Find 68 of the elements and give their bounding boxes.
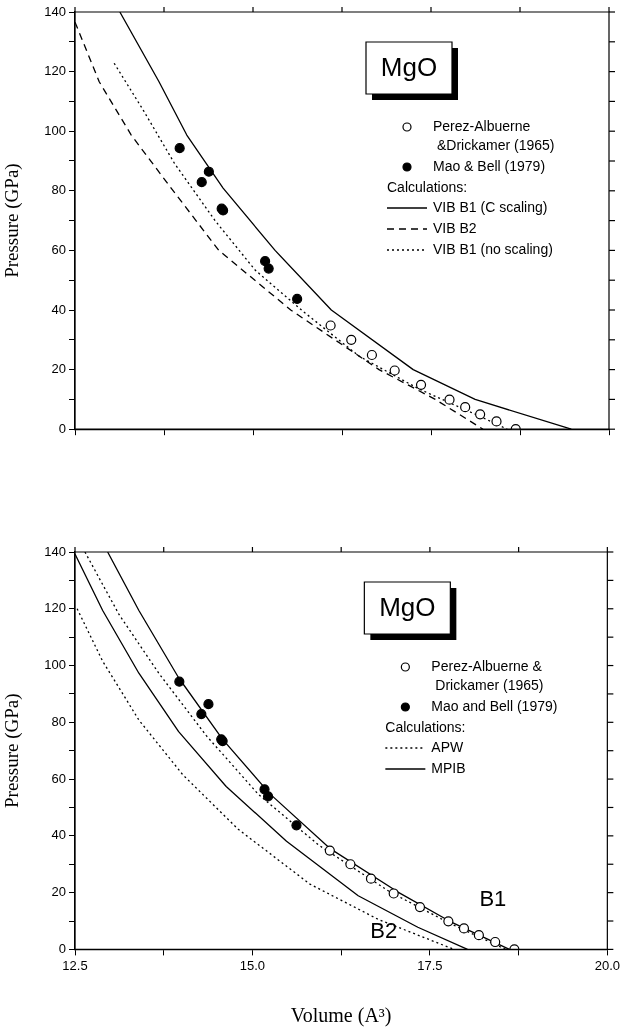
legend-label: VIB B1 (C scaling) xyxy=(433,198,548,215)
y-tick-label: 100 xyxy=(44,122,66,138)
annotation: Calculations: xyxy=(385,718,466,735)
point xyxy=(389,365,400,376)
point xyxy=(196,708,207,720)
point xyxy=(174,676,185,687)
legend-label: APW xyxy=(431,738,465,755)
y-tick-label: 120 xyxy=(44,600,66,616)
y-tick-label: 80 xyxy=(51,182,66,198)
y-tick-label: 40 xyxy=(51,301,66,317)
point xyxy=(414,902,426,913)
point xyxy=(262,791,274,802)
point xyxy=(324,845,335,856)
point xyxy=(203,166,214,177)
y-tick-label: 140 xyxy=(44,543,66,559)
point xyxy=(260,256,271,267)
point xyxy=(444,394,455,405)
point xyxy=(490,936,501,948)
text: MgO xyxy=(380,52,438,83)
y-tick-label: 0 xyxy=(58,940,66,956)
point xyxy=(345,859,356,870)
x-tick-label: 15.0 xyxy=(239,957,266,973)
annotation: B1 xyxy=(479,885,507,911)
x-tick-label: 17.5 xyxy=(417,957,443,973)
y-tick-label: 120 xyxy=(44,63,66,79)
point xyxy=(475,409,486,420)
y-tick-label: 40 xyxy=(51,827,66,843)
annotation: Calculations: xyxy=(387,178,468,195)
point xyxy=(388,888,399,899)
y-tick-label: 60 xyxy=(51,241,66,257)
point xyxy=(460,402,471,413)
point xyxy=(259,784,270,795)
point xyxy=(174,143,185,154)
y-tick-label: 20 xyxy=(51,884,66,900)
y-tick-label: 80 xyxy=(51,713,66,729)
point xyxy=(473,930,484,941)
point xyxy=(291,820,302,831)
x-tick-label: 20.0 xyxy=(594,957,621,973)
y-axis-title: Pressure (GPa) xyxy=(1,163,24,278)
legend-label: VIB B1 (no scaling) xyxy=(433,240,553,257)
y-tick-label: 60 xyxy=(51,770,66,786)
legend-label: Mao and Bell (1979) xyxy=(431,697,558,714)
y-tick-label: 100 xyxy=(44,657,66,673)
point xyxy=(196,177,207,188)
text: MgO xyxy=(379,592,436,623)
legend-label: Perez-Albuerne &Drickamer (1965) xyxy=(433,117,555,153)
legend-label: MPIB xyxy=(431,759,466,776)
point xyxy=(325,320,336,331)
point xyxy=(415,379,427,390)
point xyxy=(203,699,214,710)
annotation: B2 xyxy=(370,917,398,943)
legend-label: Perez-Albuerne & Drickamer (1965) xyxy=(431,657,544,693)
y-tick-label: 20 xyxy=(51,361,66,377)
y-tick-label: 140 xyxy=(44,3,66,19)
legend-label: Mao & Bell (1979) xyxy=(433,157,546,174)
y-tick-label: 0 xyxy=(58,420,66,436)
point xyxy=(491,416,502,427)
point xyxy=(366,349,377,361)
point xyxy=(458,923,470,934)
x-tick-label: 12.5 xyxy=(62,957,88,973)
point xyxy=(346,334,357,345)
x-axis-title: Volume (A³) xyxy=(290,1004,392,1028)
legend-label: VIB B2 xyxy=(433,219,477,236)
point xyxy=(263,263,274,274)
point xyxy=(292,293,303,305)
y-axis-title: Pressure (GPa) xyxy=(1,693,24,808)
point xyxy=(365,873,377,884)
point xyxy=(443,916,454,927)
